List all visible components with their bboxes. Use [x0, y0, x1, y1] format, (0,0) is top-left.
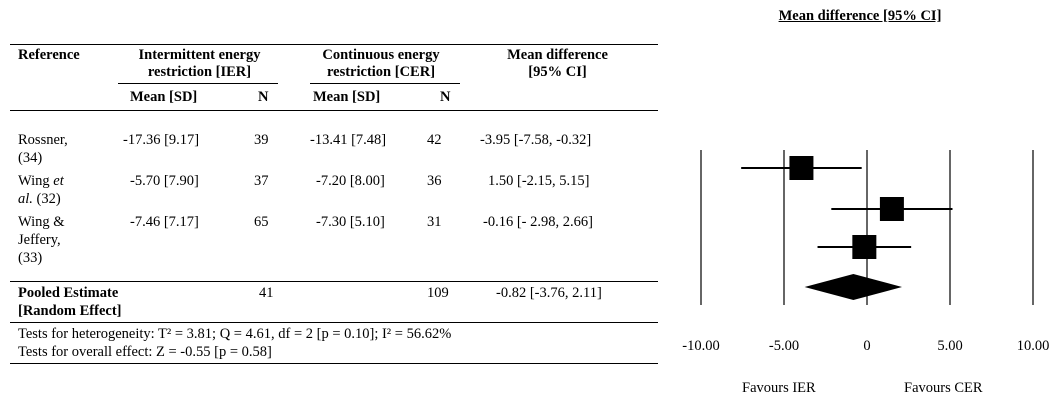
pooled-mean-difference: -0.82 [-3.76, 2.11] — [496, 285, 602, 301]
row-reference-line: Wing & — [18, 214, 65, 230]
subheader-cer-n: N — [440, 89, 451, 105]
row-reference-line: (34) — [18, 150, 43, 166]
stats-top-rule — [10, 322, 658, 323]
row-mean-difference: -3.95 [-7.58, -0.32] — [480, 132, 592, 148]
row-ier-n: 37 — [254, 173, 269, 189]
row-mean-difference: 1.50 [-2.15, 5.15] — [488, 173, 590, 189]
row-ier-mean: -5.70 [7.90] — [130, 173, 199, 189]
overall-effect-test: Tests for overall effect: Z = -0.55 [p =… — [18, 344, 272, 360]
pooled-label-line: Pooled Estimate — [18, 285, 119, 301]
x-tick-label: -5.00 — [768, 338, 800, 354]
row-cer-n: 31 — [427, 214, 442, 230]
header-bottom-rule — [10, 110, 658, 111]
row-ier-mean: -7.46 [7.17] — [130, 214, 199, 230]
pooled-diamond — [804, 274, 903, 300]
row-reference-line: Wing et — [18, 173, 64, 189]
subheader-cer-mean-sd: Mean [SD] — [313, 89, 381, 105]
row-mean-difference: -0.16 [- 2.98, 2.66] — [483, 214, 593, 230]
row-cer-mean: -7.30 [5.10] — [316, 214, 385, 230]
study-point-estimate — [789, 156, 814, 180]
row-ier-n: 65 — [254, 214, 269, 230]
table-top-rule — [10, 44, 658, 45]
x-tick-label: 5.00 — [937, 338, 963, 354]
study-point-estimate — [879, 197, 904, 221]
row-ier-mean: -17.36 [9.17] — [123, 132, 200, 148]
x-tick-label: 10.00 — [1016, 338, 1050, 354]
header-cer-rule — [310, 83, 460, 84]
pooled-top-rule — [10, 281, 658, 282]
chart-title: Mean difference [95% CI] — [778, 8, 942, 24]
pooled-label-line: [Random Effect] — [18, 303, 122, 319]
row-reference-line: al. (32) — [18, 191, 61, 207]
header-ier-rule — [118, 83, 278, 84]
heterogeneity-test: Tests for heterogeneity: T² = 3.81; Q = … — [18, 326, 452, 342]
header-mean-difference: Mean difference [95% CI] — [507, 47, 608, 80]
x-tick-label: -10.00 — [682, 338, 720, 354]
subheader-ier-n: N — [258, 89, 269, 105]
row-cer-n: 42 — [427, 132, 442, 148]
pooled-ier-n: 41 — [259, 285, 274, 301]
row-reference-line: Rossner, — [18, 132, 68, 148]
header-cer: Continuous energy restriction [CER] — [322, 47, 440, 80]
favours-cer-label: Favours CER — [904, 380, 983, 396]
study-point-estimate — [852, 235, 877, 259]
favours-ier-label: Favours IER — [742, 380, 816, 396]
header-ier: Intermittent energy restriction [IER] — [138, 47, 261, 80]
row-cer-n: 36 — [427, 173, 442, 189]
row-ier-n: 39 — [254, 132, 269, 148]
header-reference: Reference — [18, 47, 80, 63]
table-bottom-rule — [10, 363, 658, 364]
row-reference-line: (33) — [18, 250, 43, 266]
subheader-ier-mean-sd: Mean [SD] — [130, 89, 198, 105]
row-reference-line: Jeffery, — [18, 232, 61, 248]
row-cer-mean: -7.20 [8.00] — [316, 173, 385, 189]
row-cer-mean: -13.41 [7.48] — [310, 132, 387, 148]
x-tick-label: 0 — [863, 338, 871, 354]
pooled-cer-n: 109 — [427, 285, 449, 301]
